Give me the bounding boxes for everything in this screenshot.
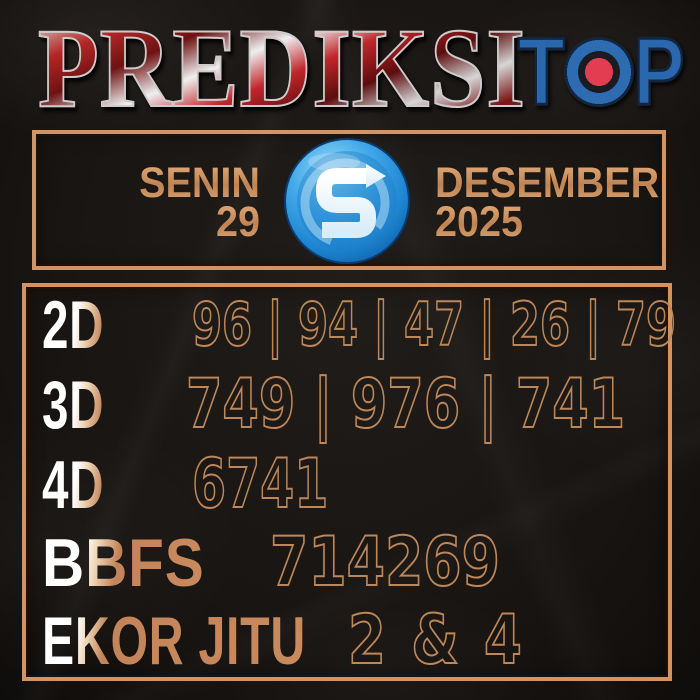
- prediction-label: 2D: [42, 287, 105, 363]
- prediction-row-4d: 4D 6741: [42, 445, 662, 524]
- prediction-row-2d: 2D 96 | 94 | 47 | 26 | 79: [42, 287, 677, 363]
- top-logo-letter-p: P: [632, 18, 686, 125]
- month-name: DESEMBER: [435, 159, 660, 207]
- prediction-label: EKOR JITU: [42, 603, 306, 679]
- prediction-value: 749 | 976 | 741: [185, 365, 626, 444]
- prediction-value: 6741: [191, 445, 329, 524]
- prediction-value: 96 | 94 | 47 | 26 | 79: [191, 289, 677, 361]
- page-title: PREDIKSI: [37, 6, 526, 131]
- top-logo: T P: [512, 18, 691, 125]
- prediction-row-ekor-jitu: EKOR JITU 2 & 4: [42, 601, 662, 680]
- day-number: 29: [54, 201, 260, 244]
- prediction-label: BBFS: [42, 525, 205, 601]
- date-banner: SENIN 29: [32, 130, 666, 270]
- top-logo-letter-t: T: [517, 18, 566, 125]
- target-icon: [563, 37, 634, 107]
- prediction-value: 2 & 4: [347, 601, 526, 680]
- month-block: DESEMBER 2025: [435, 159, 660, 244]
- day-name: SENIN: [54, 162, 260, 205]
- prediction-value: 714269: [269, 523, 501, 602]
- prediction-row-bbfs: BBFS 714269: [42, 523, 662, 602]
- predictions-panel: 2D 96 | 94 | 47 | 26 | 79 3D 749 | 976 |…: [22, 283, 677, 681]
- prediction-label: 4D: [42, 447, 105, 523]
- day-block: SENIN 29: [54, 162, 260, 244]
- prediction-row-3d: 3D 749 | 976 | 741: [42, 365, 662, 444]
- prediction-label: 3D: [42, 367, 105, 443]
- year: 2025: [435, 201, 659, 244]
- s-logo-badge-icon: [284, 138, 410, 264]
